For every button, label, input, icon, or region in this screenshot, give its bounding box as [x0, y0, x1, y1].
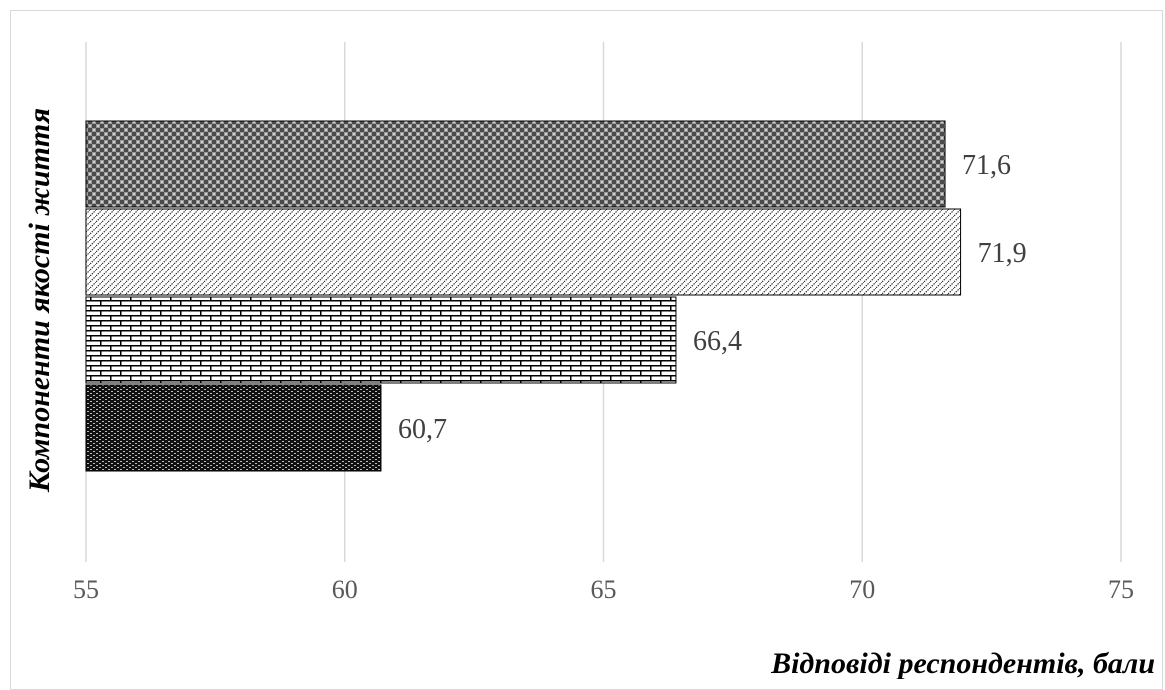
- bar-0: [85, 120, 946, 208]
- data-label: 71,6: [962, 150, 1011, 181]
- x-axis-title: Відповіді респондентів, бали: [770, 647, 1155, 679]
- x-tick-label: 65: [591, 575, 617, 604]
- data-label: 60,7: [398, 414, 447, 445]
- x-tick-label: 75: [1108, 575, 1134, 604]
- data-label: 66,4: [693, 326, 742, 357]
- x-tick-label: 55: [73, 575, 99, 604]
- x-tick-label: 60: [332, 575, 358, 604]
- data-label: 71,9: [978, 238, 1027, 269]
- bar-1: [85, 208, 962, 296]
- y-axis-title: Компоненти якості життя: [23, 108, 56, 493]
- bar-3: [85, 384, 382, 472]
- x-tick-label: 70: [849, 575, 875, 604]
- bar-2: [85, 296, 677, 384]
